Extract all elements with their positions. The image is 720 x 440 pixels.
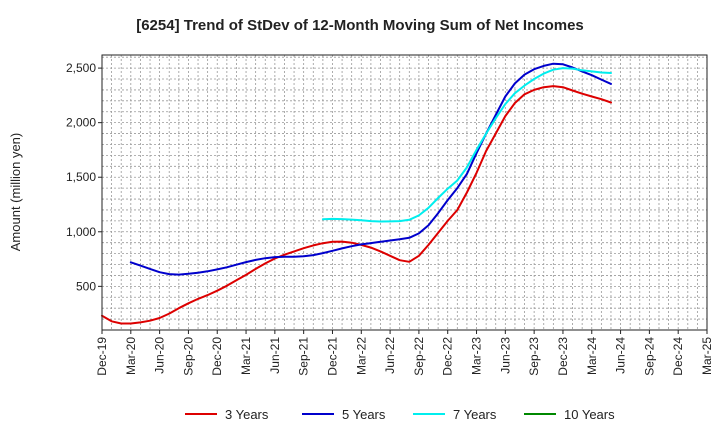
x-tick-label: Sep-24 — [642, 337, 656, 376]
x-tick-label: Sep-20 — [181, 337, 195, 376]
x-tick-label: Jun-22 — [383, 337, 397, 374]
legend: 3 Years 5 Years 7 Years 10 Years — [185, 407, 615, 422]
x-tick-label: Mar-21 — [239, 337, 253, 375]
x-tick-label: Sep-23 — [527, 337, 541, 376]
x-tick-label: Mar-25 — [700, 337, 714, 375]
x-tick-label: Dec-21 — [325, 337, 339, 376]
x-tick-label: Dec-24 — [671, 337, 685, 376]
y-tick-label: 2,000 — [66, 116, 96, 130]
x-tick-label: Sep-22 — [412, 337, 426, 376]
x-ticks: Dec-19 Mar-20 Jun-20 Sep-20 Dec-20 Mar-21 Jun-… — [95, 330, 714, 376]
plot-background — [102, 55, 707, 330]
y-ticks: 500 1,000 1,500 2,000 2,500 — [66, 61, 102, 293]
series-line-3 — [321, 67, 612, 223]
plot-border — [101, 54, 708, 331]
horizontal-grid — [102, 56, 707, 320]
x-tick-label: Dec-19 — [95, 337, 109, 376]
y-tick-label: 1,000 — [66, 225, 96, 239]
legend-label: 5 Years — [342, 407, 386, 422]
x-tick-label: Jun-23 — [498, 337, 512, 374]
x-tick-label: Dec-23 — [556, 337, 570, 376]
x-tick-label: Dec-22 — [441, 337, 455, 376]
legend-label: 10 Years — [564, 407, 615, 422]
chart-title: [6254] Trend of StDev of 12-Month Moving… — [136, 17, 584, 34]
x-tick-label: Mar-24 — [585, 337, 599, 375]
x-tick-label: Jun-21 — [268, 337, 282, 374]
x-tick-label: Jun-20 — [153, 337, 167, 374]
x-tick-label: Sep-21 — [297, 337, 311, 376]
x-tick-label: Mar-22 — [354, 337, 368, 375]
legend-label: 7 Years — [453, 407, 497, 422]
y-tick-label: 2,500 — [66, 61, 96, 75]
x-tick-label: Dec-20 — [210, 337, 224, 376]
x-tick-label: Mar-20 — [124, 337, 138, 375]
x-tick-label: Mar-23 — [470, 337, 484, 375]
series-layer — [101, 62, 612, 325]
series-line-1 — [101, 85, 612, 325]
x-tick-label: Jun-24 — [614, 337, 628, 374]
series-line-2 — [129, 62, 612, 276]
y-tick-label: 500 — [76, 279, 96, 293]
y-tick-label: 1,500 — [66, 170, 96, 184]
y-axis-label: Amount (million yen) — [8, 133, 23, 252]
legend-label: 3 Years — [225, 407, 269, 422]
